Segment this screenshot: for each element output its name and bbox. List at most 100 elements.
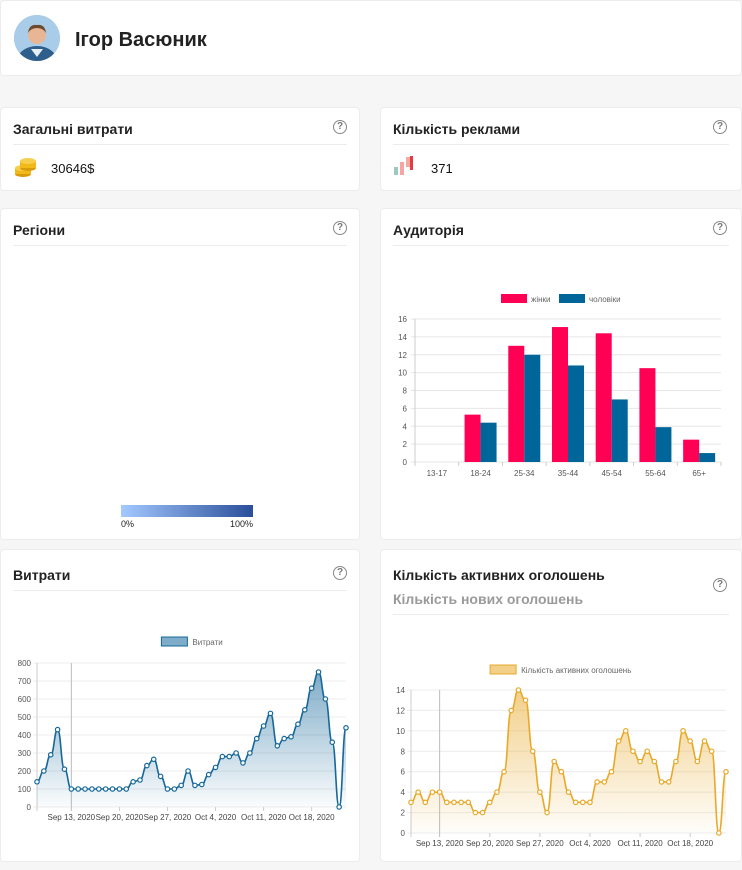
data-point	[551, 758, 557, 765]
total-spend-card: Загальні витрати ? 30646$	[0, 107, 360, 191]
y-tick-label: 800	[18, 659, 32, 668]
data-point	[260, 723, 267, 729]
spend-chart-card: Витрати ? 0 100 200 300 400 500 600 700 800 Sep 1…	[0, 549, 360, 862]
data-point	[96, 786, 102, 792]
ads-count-card: Кількість реклами ? 371	[380, 107, 742, 191]
data-point	[157, 773, 164, 780]
profile-card: Ігор Васюник	[0, 0, 742, 76]
data-point	[226, 753, 233, 760]
coins-icon	[15, 158, 36, 177]
x-tick-label: 25-34	[514, 469, 535, 478]
bar-жінки	[552, 327, 568, 462]
data-point	[308, 685, 315, 692]
data-point	[281, 735, 288, 742]
y-tick-label: 6	[403, 404, 408, 413]
divider	[13, 590, 347, 591]
legend-label: жінки	[531, 295, 551, 304]
card-subtitle[interactable]: Кількість нових оголошень	[393, 591, 584, 607]
help-icon[interactable]: ?	[333, 221, 347, 235]
card-title: Витрати	[13, 567, 71, 583]
data-point	[123, 786, 130, 792]
legend-swatch	[501, 294, 527, 303]
help-icon[interactable]: ?	[713, 120, 727, 134]
data-point	[701, 738, 708, 744]
data-point	[150, 756, 157, 763]
x-tick-label: Oct 4, 2020	[569, 839, 611, 848]
x-tick-label: Sep 13, 2020	[416, 839, 464, 848]
data-point	[102, 786, 109, 792]
x-tick-label: Oct 18, 2020	[667, 839, 713, 848]
help-icon[interactable]: ?	[713, 221, 727, 235]
bar-чоловіки	[699, 453, 716, 462]
data-point	[212, 764, 219, 771]
data-point	[82, 786, 88, 792]
data-point	[295, 721, 301, 728]
data-point	[443, 799, 450, 806]
data-point	[716, 830, 722, 836]
data-point	[41, 768, 47, 774]
data-point	[687, 738, 694, 744]
data-point	[608, 768, 615, 775]
y-tick-label: 300	[18, 749, 32, 758]
active-ads-chart-card: Кількість активних оголошень Кількість н…	[380, 549, 742, 862]
x-tick-label: 65+	[692, 469, 706, 478]
data-point	[109, 786, 116, 792]
x-tick-label: 55-64	[645, 469, 666, 478]
legend-min-label: 0%	[121, 519, 134, 529]
data-point	[494, 789, 500, 795]
bar-чоловіки	[655, 427, 672, 462]
y-tick-label: 10	[396, 727, 405, 736]
x-tick-label: 35-44	[558, 469, 579, 478]
bar-чоловіки	[480, 422, 497, 462]
legend-swatch	[160, 636, 188, 647]
legend-label: Кількість активних оголошень	[521, 666, 631, 675]
divider	[13, 245, 347, 246]
y-tick-label: 2	[401, 809, 406, 818]
card-title[interactable]: Кількість активних оголошень	[393, 567, 605, 583]
total-spend-value: 30646$	[51, 161, 95, 176]
data-point	[572, 799, 579, 806]
y-tick-label: 100	[18, 785, 32, 794]
divider	[393, 614, 729, 615]
y-tick-label: 14	[398, 333, 407, 342]
card-title: Загальні витрати	[13, 121, 133, 137]
y-tick-label: 12	[398, 351, 407, 360]
data-point	[508, 707, 515, 714]
data-point	[343, 725, 349, 731]
help-icon[interactable]: ?	[333, 566, 347, 580]
divider	[13, 144, 347, 145]
data-point	[192, 782, 198, 789]
bar-жінки	[595, 333, 612, 462]
data-point	[637, 758, 643, 765]
y-tick-label: 16	[398, 315, 407, 324]
help-icon[interactable]: ?	[333, 120, 347, 134]
x-tick-label: Sep 20, 2020	[466, 839, 514, 848]
x-tick-label: 18-24	[470, 469, 491, 478]
data-point	[54, 726, 61, 733]
profile-name: Ігор Васюник	[75, 29, 207, 51]
x-tick-label: Oct 11, 2020	[241, 813, 287, 822]
person-photo-icon	[14, 15, 60, 61]
legend-swatch	[559, 294, 585, 303]
data-point	[580, 799, 586, 806]
data-point	[288, 734, 294, 740]
y-tick-label: 4	[401, 788, 406, 797]
data-point	[219, 753, 226, 760]
data-point	[429, 789, 436, 795]
x-tick-label: Sep 27, 2020	[144, 813, 192, 822]
data-point	[185, 768, 191, 774]
ads-chart-icon	[394, 156, 413, 175]
card-title: Регіони	[13, 222, 66, 238]
data-point	[472, 809, 479, 816]
data-point	[144, 762, 150, 769]
series-area	[411, 690, 726, 833]
data-point	[644, 748, 651, 755]
help-icon[interactable]: ?	[713, 578, 727, 592]
data-point	[336, 804, 342, 810]
data-point	[486, 799, 493, 806]
data-point	[116, 786, 123, 792]
card-title: Кількість реклами	[393, 121, 521, 137]
data-point	[680, 728, 686, 734]
data-point	[515, 687, 522, 693]
data-point	[630, 748, 636, 755]
